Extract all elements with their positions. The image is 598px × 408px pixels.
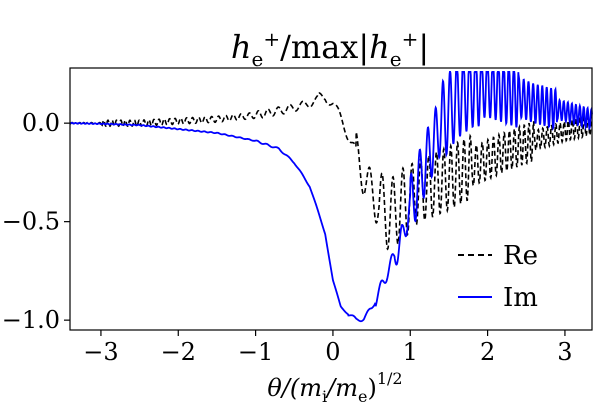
x-tick-label: −2 xyxy=(161,338,196,366)
y-tick-label: −0.5 xyxy=(2,208,60,236)
x-tick-label: 1 xyxy=(403,338,418,366)
y-tick-label: 0.0 xyxy=(22,109,60,137)
x-tick-label: 2 xyxy=(480,338,495,366)
y-tick-label: −1.0 xyxy=(2,306,60,334)
legend-label-re: Re xyxy=(503,241,538,271)
series-line-re xyxy=(69,92,593,251)
series-layer xyxy=(69,71,593,323)
x-axis: −3 −2 −1 0 1 2 3 xyxy=(83,330,573,366)
chart-title: he+/max|he+| xyxy=(231,27,429,71)
x-axis-label: θ/(mi/me)1/2 xyxy=(267,369,402,406)
series-line-im xyxy=(69,71,593,323)
x-tick-label: −1 xyxy=(238,338,273,366)
y-axis: 0.0 −0.5 −1.0 xyxy=(2,109,70,334)
legend-label-im: Im xyxy=(503,283,538,313)
legend: Re Im xyxy=(458,241,538,313)
x-tick-label: −3 xyxy=(83,338,118,366)
x-tick-label: 0 xyxy=(325,338,340,366)
plot-frame xyxy=(69,67,593,331)
x-tick-label: 3 xyxy=(557,338,572,366)
